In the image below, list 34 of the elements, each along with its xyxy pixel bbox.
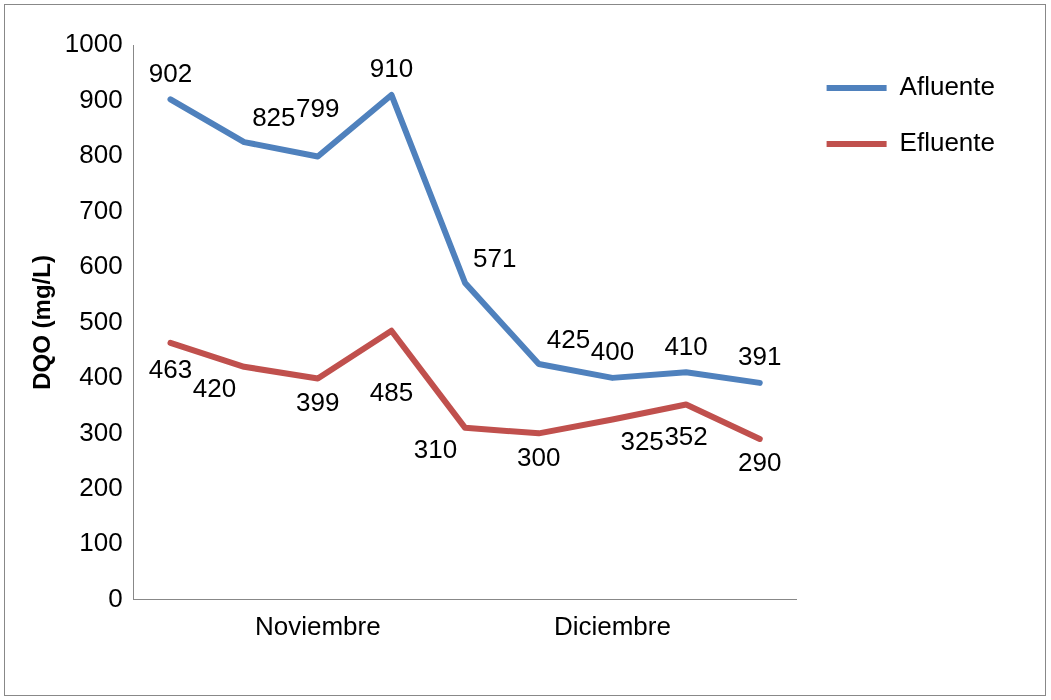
data-label: 425 [546, 324, 591, 355]
data-label: 310 [413, 433, 458, 464]
data-label: 290 [738, 447, 782, 478]
y-tick-label: 400 [79, 361, 123, 392]
data-label: 399 [296, 386, 340, 417]
y-tick-label: 200 [79, 472, 123, 503]
y-tick-label: 0 [108, 582, 123, 613]
data-label: 825 [252, 102, 296, 133]
y-tick-label: 600 [79, 250, 123, 281]
data-label: 420 [192, 372, 237, 403]
y-tick-label: 500 [79, 305, 123, 336]
y-tick-label: 100 [79, 527, 123, 558]
data-label: 485 [369, 377, 414, 408]
data-label: 463 [148, 354, 193, 385]
x-tick-label: Noviembre [254, 610, 381, 641]
y-tick-label: 700 [79, 194, 123, 225]
data-label: 400 [590, 336, 635, 367]
legend-label: Afluente [899, 71, 995, 102]
x-tick-label: Diciembre [553, 610, 671, 641]
data-label: 410 [664, 330, 708, 361]
y-tick-label: 900 [79, 83, 123, 114]
data-label: 391 [738, 341, 782, 372]
y-tick-label: 1000 [64, 28, 123, 59]
data-label: 571 [473, 243, 517, 274]
legend-label: Efluente [899, 127, 995, 158]
data-label: 300 [517, 441, 561, 472]
y-tick-label: 800 [79, 139, 123, 170]
data-label: 325 [620, 425, 664, 456]
data-label: 910 [369, 53, 414, 84]
y-tick-label: 300 [79, 416, 123, 447]
data-label: 352 [664, 421, 708, 452]
y-axis-title: DQO (mg/L) [28, 255, 56, 390]
data-label: 902 [148, 57, 193, 88]
data-label: 799 [296, 93, 340, 124]
